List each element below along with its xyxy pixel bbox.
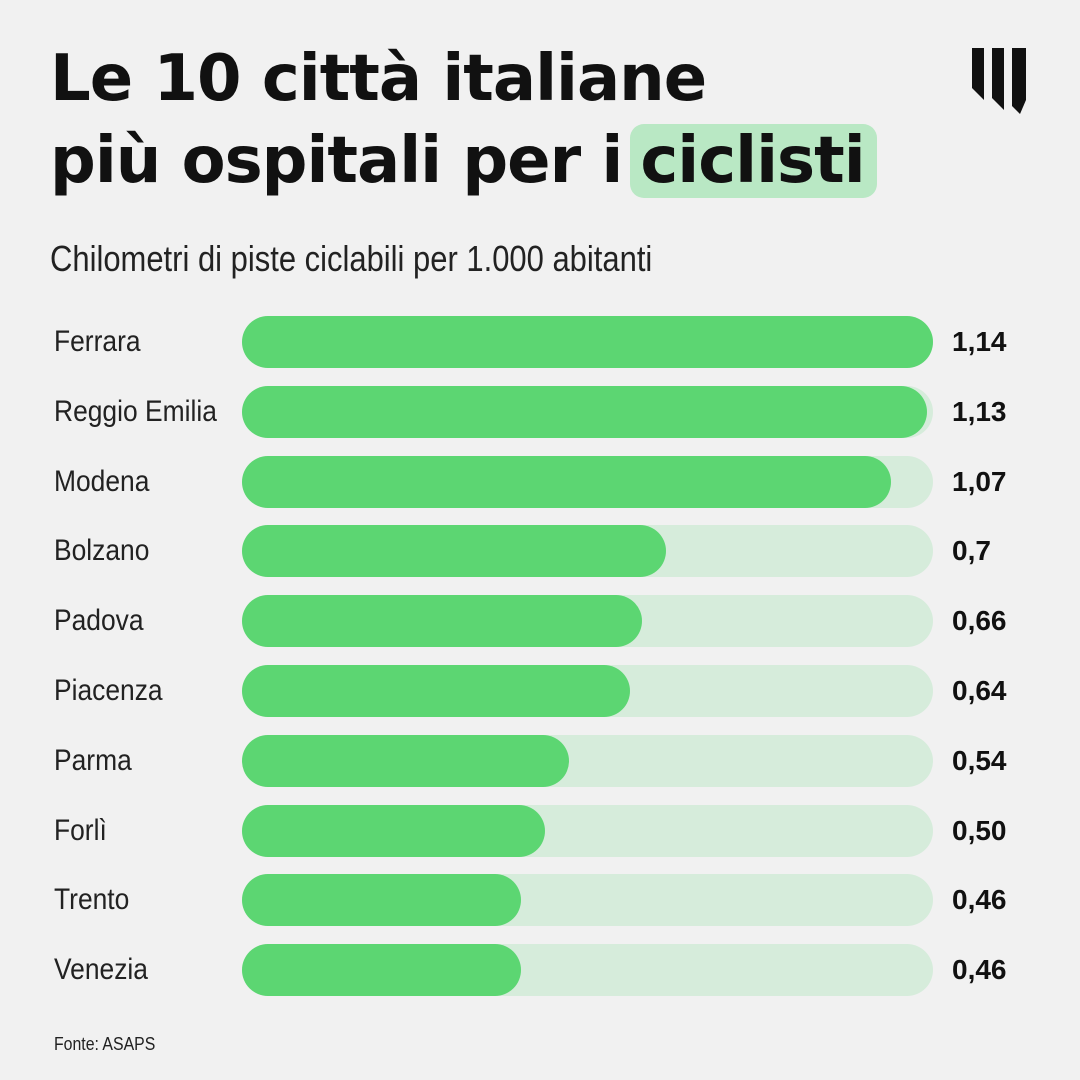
bar-track bbox=[242, 386, 933, 438]
bar-row: Reggio Emilia 1,13 bbox=[0, 384, 1080, 440]
category-label: Modena bbox=[54, 465, 150, 498]
bar-row: Bolzano 0,7 bbox=[0, 523, 1080, 579]
bar-track bbox=[242, 735, 933, 787]
bar bbox=[242, 735, 569, 787]
value-label: 0,66 bbox=[952, 605, 1007, 636]
bar-track bbox=[242, 805, 933, 857]
category-label: Trento bbox=[54, 883, 130, 916]
category-label: Parma bbox=[54, 744, 132, 777]
bar-track bbox=[242, 456, 933, 508]
value-label: 0,7 bbox=[952, 535, 991, 566]
category-label: Reggio Emilia bbox=[54, 395, 217, 428]
value-label: 1,07 bbox=[952, 466, 1007, 497]
bar bbox=[242, 665, 630, 717]
value-label: 0,46 bbox=[952, 884, 1007, 915]
bar-track bbox=[242, 665, 933, 717]
bar bbox=[242, 874, 521, 926]
title-line-1: Le 10 città italiane bbox=[50, 42, 707, 116]
bar-row: Trento 0,46 bbox=[0, 872, 1080, 928]
value-label: 1,14 bbox=[952, 326, 1007, 357]
bar-row: Piacenza 0,64 bbox=[0, 663, 1080, 719]
bar-track bbox=[242, 595, 933, 647]
bar-track bbox=[242, 944, 933, 996]
bar bbox=[242, 525, 666, 577]
bar-row: Ferrara 1,14 bbox=[0, 314, 1080, 370]
bar-row: Parma 0,54 bbox=[0, 733, 1080, 789]
bar-row: Padova 0,66 bbox=[0, 593, 1080, 649]
bar-track bbox=[242, 316, 933, 368]
bar-row: Modena 1,07 bbox=[0, 454, 1080, 510]
category-label: Ferrara bbox=[54, 325, 141, 358]
value-label: 0,64 bbox=[952, 675, 1007, 706]
bar bbox=[242, 316, 933, 368]
bar bbox=[242, 805, 545, 857]
bar bbox=[242, 456, 891, 508]
bar bbox=[242, 595, 642, 647]
title-line-2: più ospitali per i ciclisti bbox=[50, 120, 877, 202]
category-label: Padova bbox=[54, 604, 144, 637]
value-label: 0,50 bbox=[952, 815, 1007, 846]
category-label: Bolzano bbox=[54, 534, 150, 567]
brand-w-logo-icon bbox=[972, 48, 1026, 114]
source-note: Fonte: ASAPS bbox=[54, 1034, 156, 1054]
chart-subtitle: Chilometri di piste ciclabili per 1.000 … bbox=[50, 238, 653, 279]
bar-track bbox=[242, 525, 933, 577]
bar bbox=[242, 944, 521, 996]
category-label: Forlì bbox=[54, 814, 107, 847]
value-label: 1,13 bbox=[952, 396, 1007, 427]
bar-chart: Ferrara 1,14 Reggio Emilia 1,13 Modena 1,07 Bo… bbox=[0, 314, 1080, 1014]
bar-track bbox=[242, 874, 933, 926]
value-label: 0,54 bbox=[952, 745, 1007, 776]
category-label: Piacenza bbox=[54, 674, 163, 707]
category-label: Venezia bbox=[54, 953, 148, 986]
title-highlight: ciclisti bbox=[630, 124, 877, 198]
bar-row: Venezia 0,46 bbox=[0, 942, 1080, 998]
bar-row: Forlì 0,50 bbox=[0, 803, 1080, 859]
bar bbox=[242, 386, 927, 438]
title-line-2-text: più ospitali per i bbox=[50, 124, 623, 198]
value-label: 0,46 bbox=[952, 954, 1007, 985]
